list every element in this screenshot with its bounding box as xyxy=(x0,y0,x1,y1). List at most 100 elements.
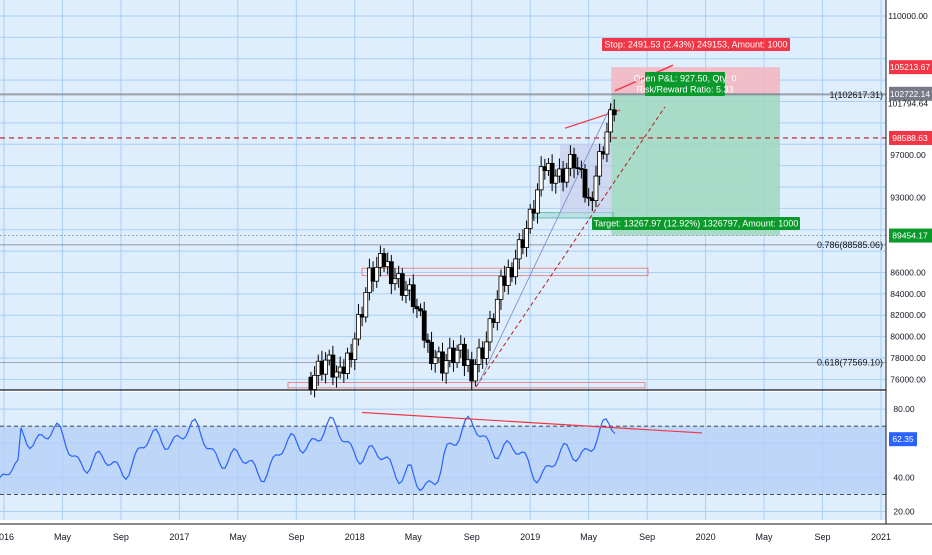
price-axis-tick: 78000.00 xyxy=(890,353,926,363)
rsi-current-tag xyxy=(889,432,917,447)
candle-body[interactable] xyxy=(582,168,588,198)
candle-body[interactable] xyxy=(597,151,603,177)
stop-arrow-line[interactable] xyxy=(614,64,674,92)
time-tick-label: 2017 xyxy=(169,532,189,542)
price-axis-tick: 84000.00 xyxy=(890,289,926,299)
candle-body[interactable] xyxy=(432,357,438,364)
candle-body[interactable] xyxy=(494,298,500,323)
price-tag-background xyxy=(889,130,932,145)
candle-body[interactable] xyxy=(553,175,559,184)
candle-body[interactable] xyxy=(535,189,540,214)
candle-body[interactable] xyxy=(604,131,610,155)
candle-body[interactable] xyxy=(487,318,493,343)
target-label: Target: 13267.97 (12.92%) 1326797, Amoun… xyxy=(594,219,799,229)
fib-level-label: 1(102617.31) xyxy=(829,90,883,100)
price-axis-tick: 110000.00 xyxy=(888,11,928,21)
candle-body[interactable] xyxy=(524,227,529,248)
price-tag-background xyxy=(889,228,932,243)
time-tick-label: 2020 xyxy=(696,532,716,542)
candle-body[interactable] xyxy=(334,371,339,378)
candle-body[interactable] xyxy=(421,310,427,341)
candle-body[interactable] xyxy=(564,167,570,183)
candle-body[interactable] xyxy=(593,175,599,202)
candle-body[interactable] xyxy=(410,284,416,307)
stop-label-background xyxy=(602,38,790,51)
support-rectangle-2017[interactable] xyxy=(287,382,646,389)
target-label-background xyxy=(592,217,800,230)
price-tag-label: 102722.14 xyxy=(890,89,930,99)
candle-body[interactable] xyxy=(549,162,555,184)
candle-body[interactable] xyxy=(571,154,577,169)
rsi-divergence-line[interactable] xyxy=(361,411,703,434)
time-tick-label: 2016 xyxy=(0,532,14,542)
dashed-support-trendline[interactable] xyxy=(475,106,666,388)
time-tick-label: May xyxy=(756,532,774,542)
candle-body[interactable] xyxy=(403,289,409,296)
price-tag-label: 98588.63 xyxy=(892,133,928,143)
candle-body[interactable] xyxy=(392,278,398,285)
candle-body[interactable] xyxy=(352,338,358,360)
pnl-label-background xyxy=(645,72,725,85)
candle-body[interactable] xyxy=(462,343,467,366)
time-tick-label: Sep xyxy=(113,532,129,542)
price-tag-background xyxy=(889,86,932,101)
candle-body[interactable] xyxy=(608,109,613,133)
candle-body[interactable] xyxy=(425,339,431,343)
candle-body[interactable] xyxy=(429,341,434,364)
time-tick-label: Sep xyxy=(288,532,304,542)
target-zone[interactable] xyxy=(611,93,780,236)
stop-label: Stop: 2491.53 (2.43%) 249153, Amount: 10… xyxy=(604,40,787,50)
time-tick-label: Sep xyxy=(639,532,655,542)
rsi-current-value: 62.35 xyxy=(892,434,914,444)
price-tag-label: 105213.67 xyxy=(890,62,930,72)
time-tick-label: Sep xyxy=(815,532,831,542)
candle-body[interactable] xyxy=(312,374,318,390)
rr-label-background xyxy=(645,83,725,96)
candle-body[interactable] xyxy=(345,352,350,374)
candle-body[interactable] xyxy=(330,354,336,378)
price-axis-tick: 80000.00 xyxy=(890,332,926,342)
thin-trendline[interactable] xyxy=(477,103,613,385)
candle-body[interactable] xyxy=(454,349,460,364)
time-tick-label: 2018 xyxy=(345,532,365,542)
rr-label: Risk/Reward Ratio: 5.33 xyxy=(636,85,733,95)
candle-body[interactable] xyxy=(399,273,405,296)
time-tick-label: May xyxy=(580,532,598,542)
candle-body[interactable] xyxy=(356,314,361,340)
fib-level-label: 0.786(88585.06) xyxy=(817,240,883,250)
time-tick-label: 2019 xyxy=(520,532,540,542)
candle-body[interactable] xyxy=(527,208,533,229)
rsi-axis-tick: 40.00 xyxy=(893,472,915,482)
rsi-axis-tick: 80.00 xyxy=(893,404,915,414)
candle-body[interactable] xyxy=(483,341,489,359)
time-tick-label: May xyxy=(54,532,72,542)
candle-body[interactable] xyxy=(418,308,423,312)
candle-body[interactable] xyxy=(538,166,544,191)
price-axis-tick: 97000.00 xyxy=(890,150,926,160)
pnl-label: Open P&L: 927.50, Qty: 0 xyxy=(633,74,736,84)
candle-body[interactable] xyxy=(323,359,328,375)
price-axis-tick: 101794.64 xyxy=(888,99,928,109)
price-tag-background xyxy=(889,60,932,75)
time-tick-label: Sep xyxy=(464,532,480,542)
time-tick-label: 2021 xyxy=(871,532,891,542)
price-axis-tick: 93000.00 xyxy=(890,193,926,203)
candle-body[interactable] xyxy=(516,239,522,260)
candle-body[interactable] xyxy=(611,109,617,116)
candle-body[interactable] xyxy=(414,306,420,310)
candle-body[interactable] xyxy=(363,292,369,318)
price-tag-label: 89454.17 xyxy=(892,231,928,241)
time-tick-label: May xyxy=(405,532,423,542)
price-axis-tick: 86000.00 xyxy=(890,267,926,277)
rsi-line[interactable] xyxy=(0,415,616,492)
candle-body[interactable] xyxy=(443,360,449,374)
candle-body[interactable] xyxy=(381,253,387,268)
rsi-axis-tick: 20.00 xyxy=(893,506,915,516)
candle-body[interactable] xyxy=(388,261,394,285)
candle-body[interactable] xyxy=(513,258,518,278)
candle-body[interactable] xyxy=(472,364,478,382)
candle-body[interactable] xyxy=(374,266,380,282)
candle-body[interactable] xyxy=(498,275,504,300)
